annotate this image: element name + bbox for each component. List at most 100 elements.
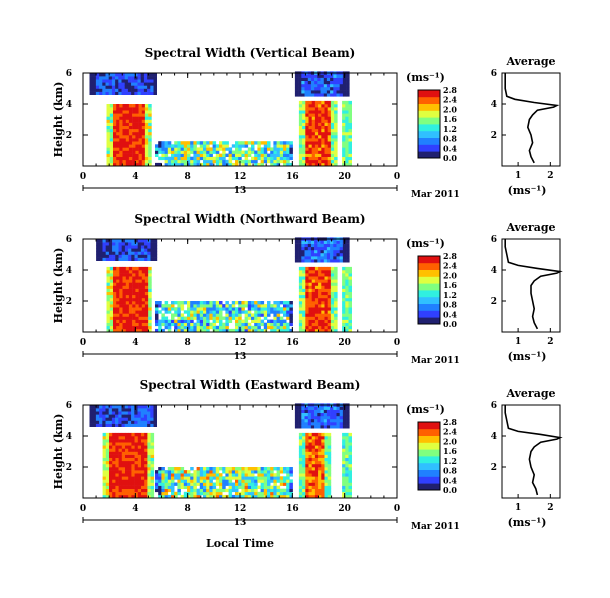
heatmap-cell	[228, 470, 233, 474]
heatmap-cell	[158, 144, 162, 148]
heatmap-cell	[320, 422, 324, 426]
heatmap-cell	[105, 476, 110, 480]
heatmap-cell	[260, 319, 265, 323]
heatmap-cell	[89, 88, 93, 92]
heatmap-cell	[106, 162, 110, 167]
heatmap-cell	[302, 301, 306, 305]
heatmap-cell	[307, 259, 312, 263]
heatmap-cell	[206, 313, 210, 317]
heatmap-cell	[127, 423, 132, 427]
heatmap-cell	[113, 297, 117, 302]
colorbar-swatch	[418, 432, 440, 435]
heatmap-cell	[348, 448, 352, 452]
heatmap-cell	[330, 243, 334, 248]
heatmap-cell	[254, 310, 258, 314]
heatmap-cell	[115, 73, 119, 77]
heatmap-cell	[222, 328, 226, 333]
heatmap-cell	[124, 76, 129, 80]
heatmap-cell	[109, 113, 114, 117]
heatmap-cell	[128, 322, 133, 327]
heatmap-cell	[113, 319, 117, 323]
heatmap-cell	[323, 243, 328, 248]
heatmap-cell	[203, 153, 207, 157]
heatmap-cell	[105, 245, 110, 249]
heatmap-cell	[318, 460, 322, 465]
heatmap-cell	[320, 425, 324, 429]
heatmap-cell	[235, 328, 239, 333]
heatmap-cell	[206, 304, 210, 308]
heatmap-cell	[134, 442, 139, 446]
avg-y-tick-label: 4	[491, 432, 497, 442]
heatmap-cell	[108, 414, 113, 418]
heatmap-cell	[289, 322, 293, 327]
heatmap-cell	[92, 414, 97, 418]
heatmap-cell	[203, 156, 207, 161]
heatmap-cell	[105, 485, 110, 489]
heatmap-cell	[318, 156, 322, 161]
heatmap-cell	[308, 110, 312, 114]
heatmap-cell	[183, 301, 188, 305]
heatmap-cell	[177, 144, 181, 148]
heatmap-cell	[119, 159, 123, 164]
heatmap-cell	[115, 417, 119, 421]
heatmap-cell	[206, 488, 210, 493]
heatmap-cell	[318, 273, 322, 277]
heatmap-cell	[314, 319, 319, 323]
heatmap-cell	[209, 147, 213, 151]
heatmap-cell	[215, 328, 220, 333]
colorbar-swatch	[418, 293, 440, 296]
heatmap-cell	[174, 310, 178, 314]
heatmap-cell	[171, 476, 175, 480]
heatmap-cell	[167, 162, 172, 167]
avg-y-tick-label: 2	[491, 131, 497, 141]
heatmap-cell	[115, 485, 119, 489]
heatmap-cell	[158, 476, 162, 480]
heatmap-cell	[143, 414, 148, 418]
heatmap-cell	[305, 457, 309, 462]
heatmap-cell	[345, 491, 349, 496]
heatmap-cell	[345, 159, 349, 164]
heatmap-cell	[311, 319, 316, 323]
chart-title: Spectral Width (Northward Beam)	[134, 212, 365, 226]
heatmap-cell	[203, 144, 207, 148]
heatmap-cell	[108, 91, 113, 95]
heatmap-cell	[318, 128, 322, 133]
heatmap-cell	[134, 439, 139, 443]
heatmap-cell	[339, 77, 344, 81]
heatmap-cell	[135, 322, 139, 327]
heatmap-cell	[128, 488, 132, 493]
heatmap-cell	[153, 420, 157, 424]
heatmap-cell	[124, 242, 129, 246]
heatmap-cell	[99, 91, 103, 95]
colorbar: 0.00.40.81.21.62.02.42.8(ms⁻¹)	[406, 237, 457, 329]
heatmap-cell	[327, 467, 332, 471]
heatmap-cell	[115, 242, 119, 246]
heatmap-cell	[308, 285, 312, 289]
heatmap-cell	[171, 470, 175, 474]
heatmap-cell	[324, 313, 328, 317]
heatmap-cell	[302, 473, 306, 477]
heatmap-cell	[135, 138, 139, 142]
heatmap-cell	[334, 325, 338, 330]
heatmap-cell	[128, 432, 132, 437]
heatmap-cell	[311, 128, 316, 133]
heatmap-cell	[348, 473, 352, 477]
heatmap-cell	[135, 276, 139, 280]
heatmap-cell	[318, 153, 322, 157]
heatmap-cell	[190, 319, 194, 323]
heatmap-cell	[267, 467, 271, 471]
heatmap-cell	[334, 322, 338, 327]
heatmap-cell	[113, 270, 117, 274]
heatmap-cell	[260, 479, 265, 483]
heatmap-cell	[121, 73, 125, 77]
heatmap-cell	[108, 420, 113, 424]
heatmap-cell	[128, 239, 132, 243]
heatmap-cell	[155, 304, 159, 308]
heatmap-cell	[318, 454, 322, 458]
heatmap-cell	[187, 479, 191, 483]
heatmap-cell	[305, 144, 309, 148]
heatmap-cell	[144, 436, 148, 440]
heatmap-cell	[102, 457, 107, 462]
heatmap-cell	[109, 135, 114, 139]
heatmap-cell	[144, 476, 148, 480]
